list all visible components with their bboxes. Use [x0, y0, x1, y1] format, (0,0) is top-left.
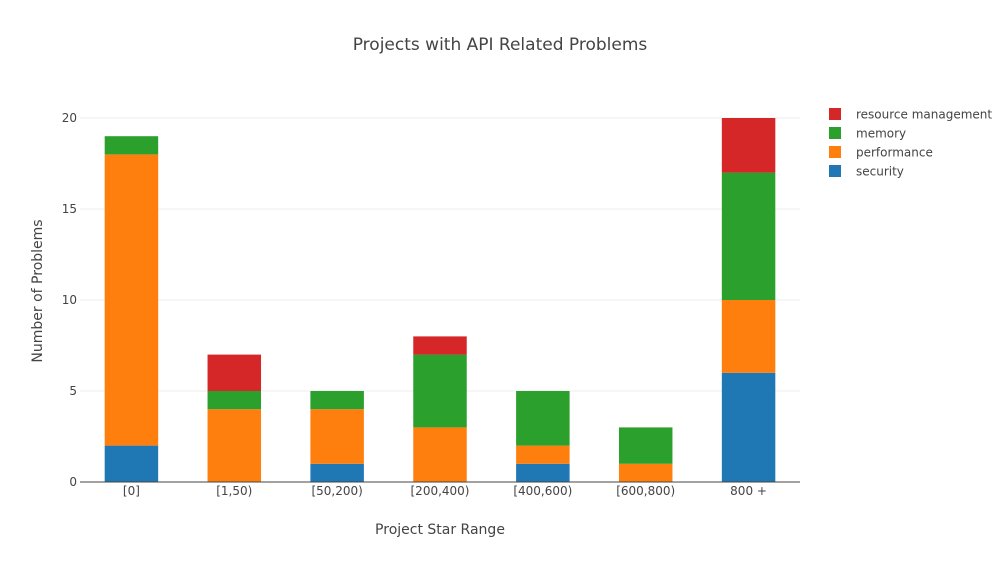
y-axis-title: Number of Problems — [30, 219, 46, 362]
bar-segment — [516, 391, 570, 446]
legend-label: resource management — [856, 108, 992, 122]
bar-segment — [516, 445, 570, 464]
bar-segment — [104, 154, 159, 446]
bar-segment — [413, 336, 467, 355]
bar-segment — [207, 354, 262, 391]
legend-label: security — [856, 165, 904, 179]
legend: resource management memory performance secu… — [829, 108, 992, 179]
x-axis-title: Project Star Range — [375, 522, 505, 538]
legend-label: memory — [856, 127, 906, 141]
y-tick-label: 5 — [69, 384, 77, 398]
bar-segment — [413, 427, 467, 482]
bar-segment — [721, 172, 776, 300]
bar-segment — [721, 300, 776, 373]
bar-segment — [413, 354, 467, 428]
legend-swatch — [829, 146, 841, 158]
bar-segment — [310, 463, 364, 482]
legend-label: performance — [856, 146, 933, 160]
bar-segment — [104, 445, 159, 482]
bar-segment — [618, 427, 673, 464]
y-tick-label: 20 — [62, 111, 77, 125]
x-tick-label: [0] — [123, 484, 140, 498]
bar-segment — [104, 136, 159, 155]
y-tick-label: 10 — [62, 293, 77, 307]
bar-segment — [721, 372, 776, 482]
x-tick-label: [200,400) — [411, 484, 470, 498]
y-tick-label: 15 — [62, 202, 77, 216]
x-tick-label: [600,800) — [616, 484, 675, 498]
y-axis-ticks: 0 5 10 15 20 — [62, 111, 77, 489]
bar-segment — [618, 463, 673, 482]
legend-swatch — [829, 127, 841, 139]
legend-swatch — [829, 108, 841, 120]
bar-segment — [207, 409, 262, 482]
bars — [104, 118, 776, 482]
bar-segment — [310, 391, 364, 410]
x-axis-ticks: [0] [1,50) [50,200) [200,400) [400,600) [600,… — [123, 484, 767, 498]
bar-segment — [310, 409, 364, 464]
legend-swatch — [829, 165, 841, 177]
x-tick-label: [50,200) — [311, 484, 362, 498]
chart-title: Projects with API Related Problems — [353, 35, 648, 55]
bar-segment — [207, 391, 262, 410]
bar-segment — [721, 118, 776, 173]
y-tick-label: 0 — [69, 475, 77, 489]
x-tick-label: 800 + — [730, 484, 767, 498]
bar-segment — [516, 463, 570, 482]
x-tick-label: [1,50) — [216, 484, 252, 498]
x-tick-label: [400,600) — [513, 484, 572, 498]
